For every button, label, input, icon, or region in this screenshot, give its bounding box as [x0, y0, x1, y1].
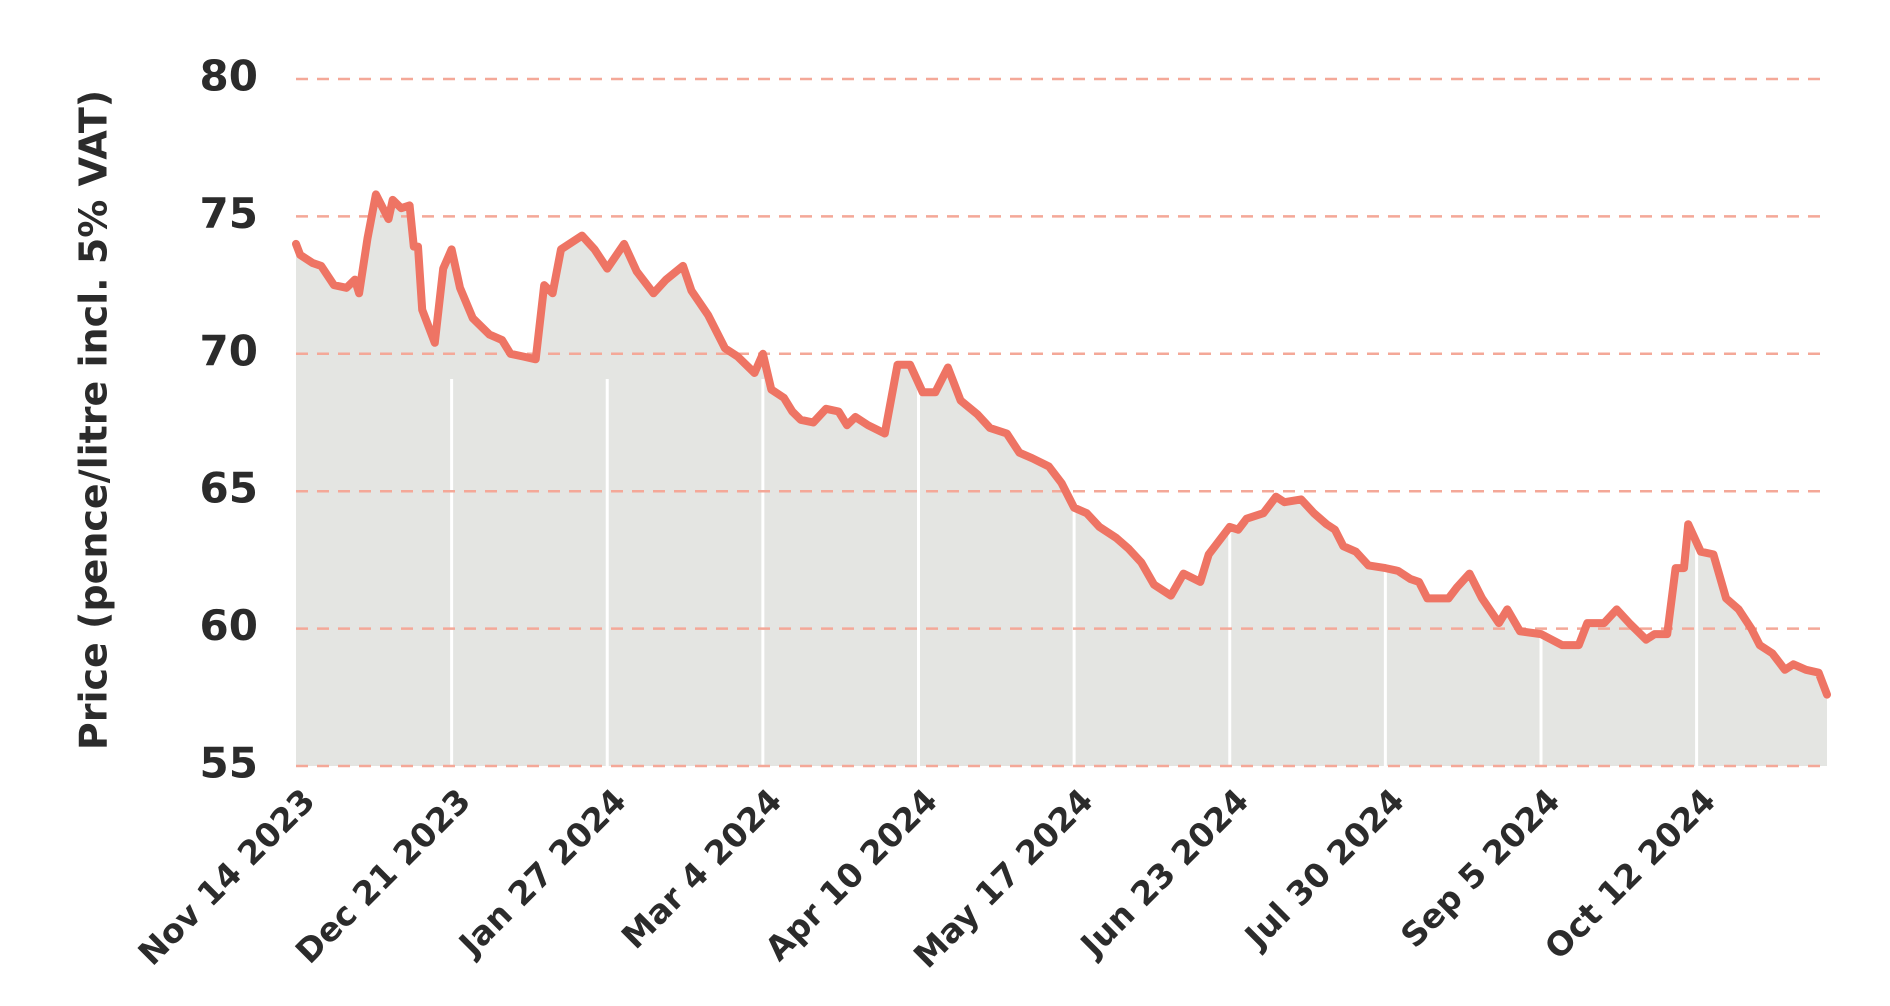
x-tick-label: Sep 5 2024: [1393, 781, 1567, 955]
y-tick-label: 60: [200, 601, 258, 650]
area: [296, 194, 1827, 766]
line: [292, 190, 1831, 699]
y-tick-label: 65: [200, 464, 258, 513]
y-tick-label: 75: [200, 189, 258, 238]
y-axis-title: Price (pence/litre incl. 5% VAT): [72, 90, 116, 750]
y-tick-label: 80: [200, 52, 258, 101]
x-tick-label: Jul 30 2024: [1236, 781, 1412, 957]
y-tick-label: 70: [200, 326, 258, 375]
x-tick-label: Mar 4 2024: [614, 781, 789, 956]
y-tick-label: 55: [200, 739, 258, 788]
